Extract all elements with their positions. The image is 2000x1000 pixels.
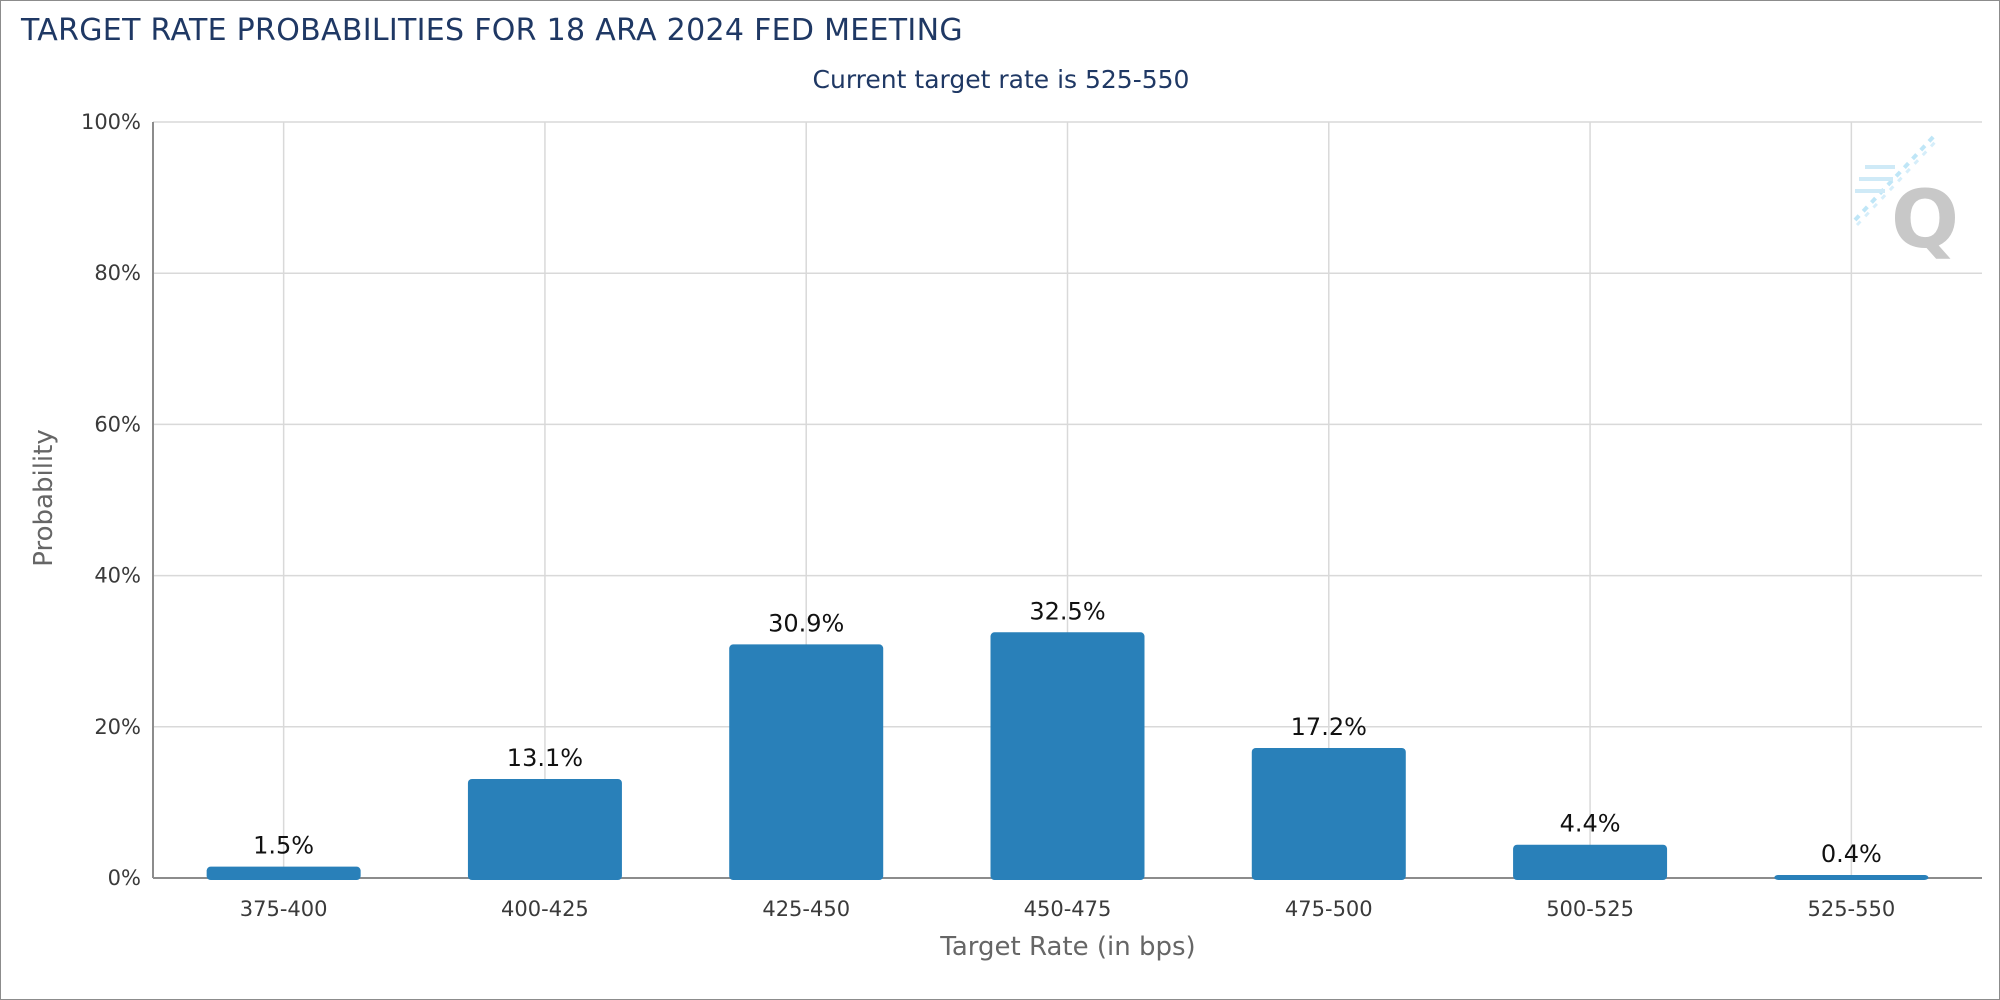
y-tick-label: 60% (94, 412, 141, 436)
data-label-475-500: 17.2% (1291, 713, 1367, 741)
x-tick-label: 400-425 (501, 897, 589, 921)
logo-letter: Q (1891, 173, 1959, 266)
axes: 0% 20% 40% 60% 80% 100% 375-400 400-425 425-450 4… (81, 110, 1982, 921)
data-label-525-550: 0.4% (1821, 840, 1882, 868)
bars (206, 632, 1929, 880)
bar-400-425[interactable] (467, 778, 622, 880)
data-labels: 1.5% 13.1% 30.9% 32.5% 17.2% 4.4% 0.4% (253, 597, 1882, 868)
y-tick-label: 100% (81, 110, 141, 134)
bar-450-475[interactable] (990, 632, 1145, 880)
y-tick-label: 0% (108, 866, 141, 890)
x-tick-label: 450-475 (1024, 897, 1112, 921)
bar-525-550[interactable] (1774, 874, 1929, 880)
quikstrike-logo-icon: Q (1853, 133, 1959, 266)
x-tick-label: 375-400 (240, 897, 328, 921)
x-tick-label: 500-525 (1546, 897, 1634, 921)
y-tick-label: 20% (94, 715, 141, 739)
data-label-450-475: 32.5% (1029, 597, 1105, 625)
y-tick-label: 40% (94, 564, 141, 588)
x-tick-label: 525-550 (1807, 897, 1895, 921)
bar-500-525[interactable] (1513, 844, 1668, 880)
y-tick-label: 80% (94, 261, 141, 285)
chart-title: TARGET RATE PROBABILITIES FOR 18 ARA 202… (21, 13, 963, 48)
bar-425-450[interactable] (729, 644, 884, 880)
data-label-400-425: 13.1% (507, 744, 583, 772)
x-axis-title: Target Rate (in bps) (939, 932, 1195, 962)
x-tick-label: 475-500 (1285, 897, 1373, 921)
data-label-425-450: 30.9% (768, 609, 844, 637)
data-label-375-400: 1.5% (253, 832, 314, 860)
y-axis-title: Probability (29, 429, 59, 566)
bar-375-400[interactable] (206, 866, 361, 880)
x-tick-label: 425-450 (762, 897, 850, 921)
bar-475-500[interactable] (1251, 747, 1406, 880)
chart-subtitle: Current target rate is 525-550 (812, 65, 1190, 94)
data-label-500-525: 4.4% (1560, 810, 1621, 838)
